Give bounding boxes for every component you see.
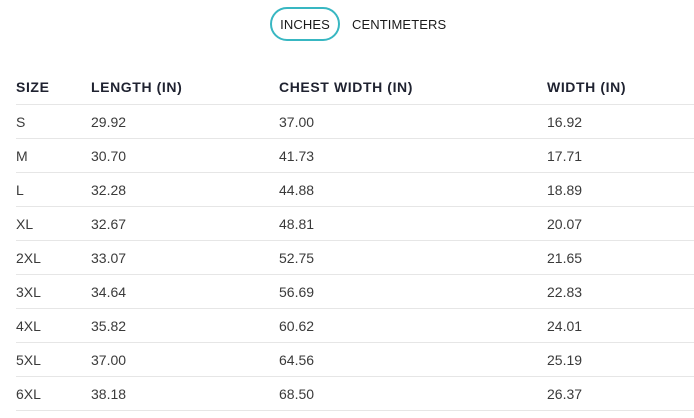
header-length: LENGTH (IN) xyxy=(91,70,279,105)
table-row: 6XL 38.18 68.50 26.37 xyxy=(16,376,694,411)
table-row: 3XL 34.64 56.69 22.83 xyxy=(16,274,694,309)
cell-chest-width: 64.56 xyxy=(279,342,547,377)
cell-size: 5XL xyxy=(16,342,91,377)
cell-width: 21.65 xyxy=(547,240,694,275)
cell-chest-width: 44.88 xyxy=(279,172,547,207)
table-row: M 30.70 41.73 17.71 xyxy=(16,138,694,173)
cell-length: 34.64 xyxy=(91,274,279,309)
table-header-row: SIZE LENGTH (IN) CHEST WIDTH (IN) WIDTH … xyxy=(16,70,694,105)
cell-length: 32.67 xyxy=(91,206,279,241)
cell-length: 32.28 xyxy=(91,172,279,207)
cell-width: 24.01 xyxy=(547,308,694,343)
cell-size: S xyxy=(16,104,91,139)
cell-width: 22.83 xyxy=(547,274,694,309)
table-row: L 32.28 44.88 18.89 xyxy=(16,172,694,207)
centimeters-button[interactable]: CENTIMETERS xyxy=(342,7,456,41)
cell-width: 20.07 xyxy=(547,206,694,241)
cell-length: 29.92 xyxy=(91,104,279,139)
cell-size: 3XL xyxy=(16,274,91,309)
cell-length: 38.18 xyxy=(91,376,279,411)
cell-width: 18.89 xyxy=(547,172,694,207)
cell-chest-width: 41.73 xyxy=(279,138,547,173)
cell-length: 30.70 xyxy=(91,138,279,173)
cell-chest-width: 48.81 xyxy=(279,206,547,241)
cell-chest-width: 56.69 xyxy=(279,274,547,309)
header-width: WIDTH (IN) xyxy=(547,70,694,105)
cell-size: L xyxy=(16,172,91,207)
inches-button[interactable]: INCHES xyxy=(270,7,340,41)
header-size: SIZE xyxy=(16,70,91,105)
table-row: 5XL 37.00 64.56 25.19 xyxy=(16,342,694,377)
unit-toggle: INCHES CENTIMETERS xyxy=(270,7,456,41)
cell-width: 17.71 xyxy=(547,138,694,173)
cell-size: XL xyxy=(16,206,91,241)
table-row: S 29.92 37.00 16.92 xyxy=(16,104,694,139)
cell-width: 25.19 xyxy=(547,342,694,377)
cell-chest-width: 52.75 xyxy=(279,240,547,275)
cell-size: 6XL xyxy=(16,376,91,411)
size-chart-table: SIZE LENGTH (IN) CHEST WIDTH (IN) WIDTH … xyxy=(16,70,694,411)
cell-size: M xyxy=(16,138,91,173)
cell-width: 16.92 xyxy=(547,104,694,139)
cell-size: 2XL xyxy=(16,240,91,275)
header-chest-width: CHEST WIDTH (IN) xyxy=(279,70,547,105)
cell-length: 33.07 xyxy=(91,240,279,275)
cell-length: 35.82 xyxy=(91,308,279,343)
cell-length: 37.00 xyxy=(91,342,279,377)
cell-chest-width: 60.62 xyxy=(279,308,547,343)
cell-width: 26.37 xyxy=(547,376,694,411)
table-row: XL 32.67 48.81 20.07 xyxy=(16,206,694,241)
table-row: 4XL 35.82 60.62 24.01 xyxy=(16,308,694,343)
cell-size: 4XL xyxy=(16,308,91,343)
cell-chest-width: 37.00 xyxy=(279,104,547,139)
table-row: 2XL 33.07 52.75 21.65 xyxy=(16,240,694,275)
cell-chest-width: 68.50 xyxy=(279,376,547,411)
